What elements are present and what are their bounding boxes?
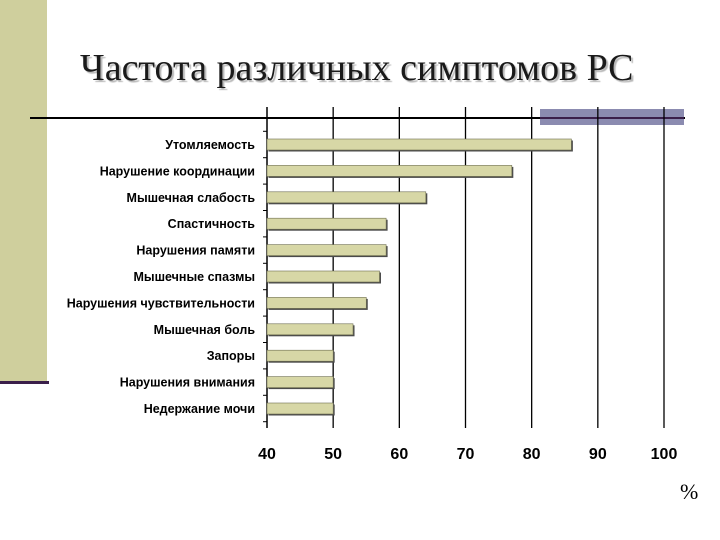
bar — [266, 402, 334, 415]
chart-tick-labels: 40 50 60 70 80 90 100 — [258, 446, 677, 463]
x-tick-label: 90 — [589, 446, 607, 463]
category-label: Запоры — [207, 349, 255, 363]
chart-category-labels: Утомляемость Нарушение координации Мышечна… — [67, 138, 256, 416]
category-label: Утомляемость — [165, 138, 255, 152]
bar — [266, 244, 387, 256]
decorative-side-bar-underline — [0, 381, 49, 384]
category-label: Нарушения чувствительности — [67, 296, 255, 310]
page-title: Частота различных симптомов РС — [80, 47, 634, 89]
title-rule — [30, 117, 685, 119]
x-tick-label: 70 — [457, 446, 475, 463]
category-label: Мышечная боль — [154, 323, 256, 337]
bar — [266, 270, 380, 283]
axis-unit-label: % — [680, 479, 699, 504]
bar — [266, 217, 387, 230]
chart-axis — [263, 107, 268, 428]
decorative-accent-line — [540, 117, 684, 119]
x-tick-label: 60 — [390, 446, 408, 463]
chart-bars — [266, 138, 573, 416]
category-label: Нарушение координации — [100, 164, 255, 178]
decorative-side-bar — [0, 0, 47, 383]
bar — [266, 138, 572, 151]
bar — [266, 376, 334, 388]
x-tick-label: 80 — [523, 446, 541, 463]
x-tick-label: 100 — [651, 446, 678, 463]
bar — [266, 191, 427, 204]
category-label: Нарушения внимания — [120, 376, 255, 390]
bar — [266, 349, 334, 362]
category-label: Спастичность — [168, 217, 256, 231]
category-label: Нарушения памяти — [136, 244, 255, 258]
x-tick-label: 50 — [324, 446, 342, 463]
x-tick-label: 40 — [258, 446, 276, 463]
chart-gridlines — [332, 107, 665, 428]
category-label: Мышечная слабость — [127, 191, 256, 205]
bar — [266, 297, 367, 309]
bar — [266, 165, 513, 177]
bar — [266, 323, 354, 336]
category-label: Недержание мочи — [144, 402, 255, 416]
category-label: Мышечные спазмы — [134, 270, 255, 284]
